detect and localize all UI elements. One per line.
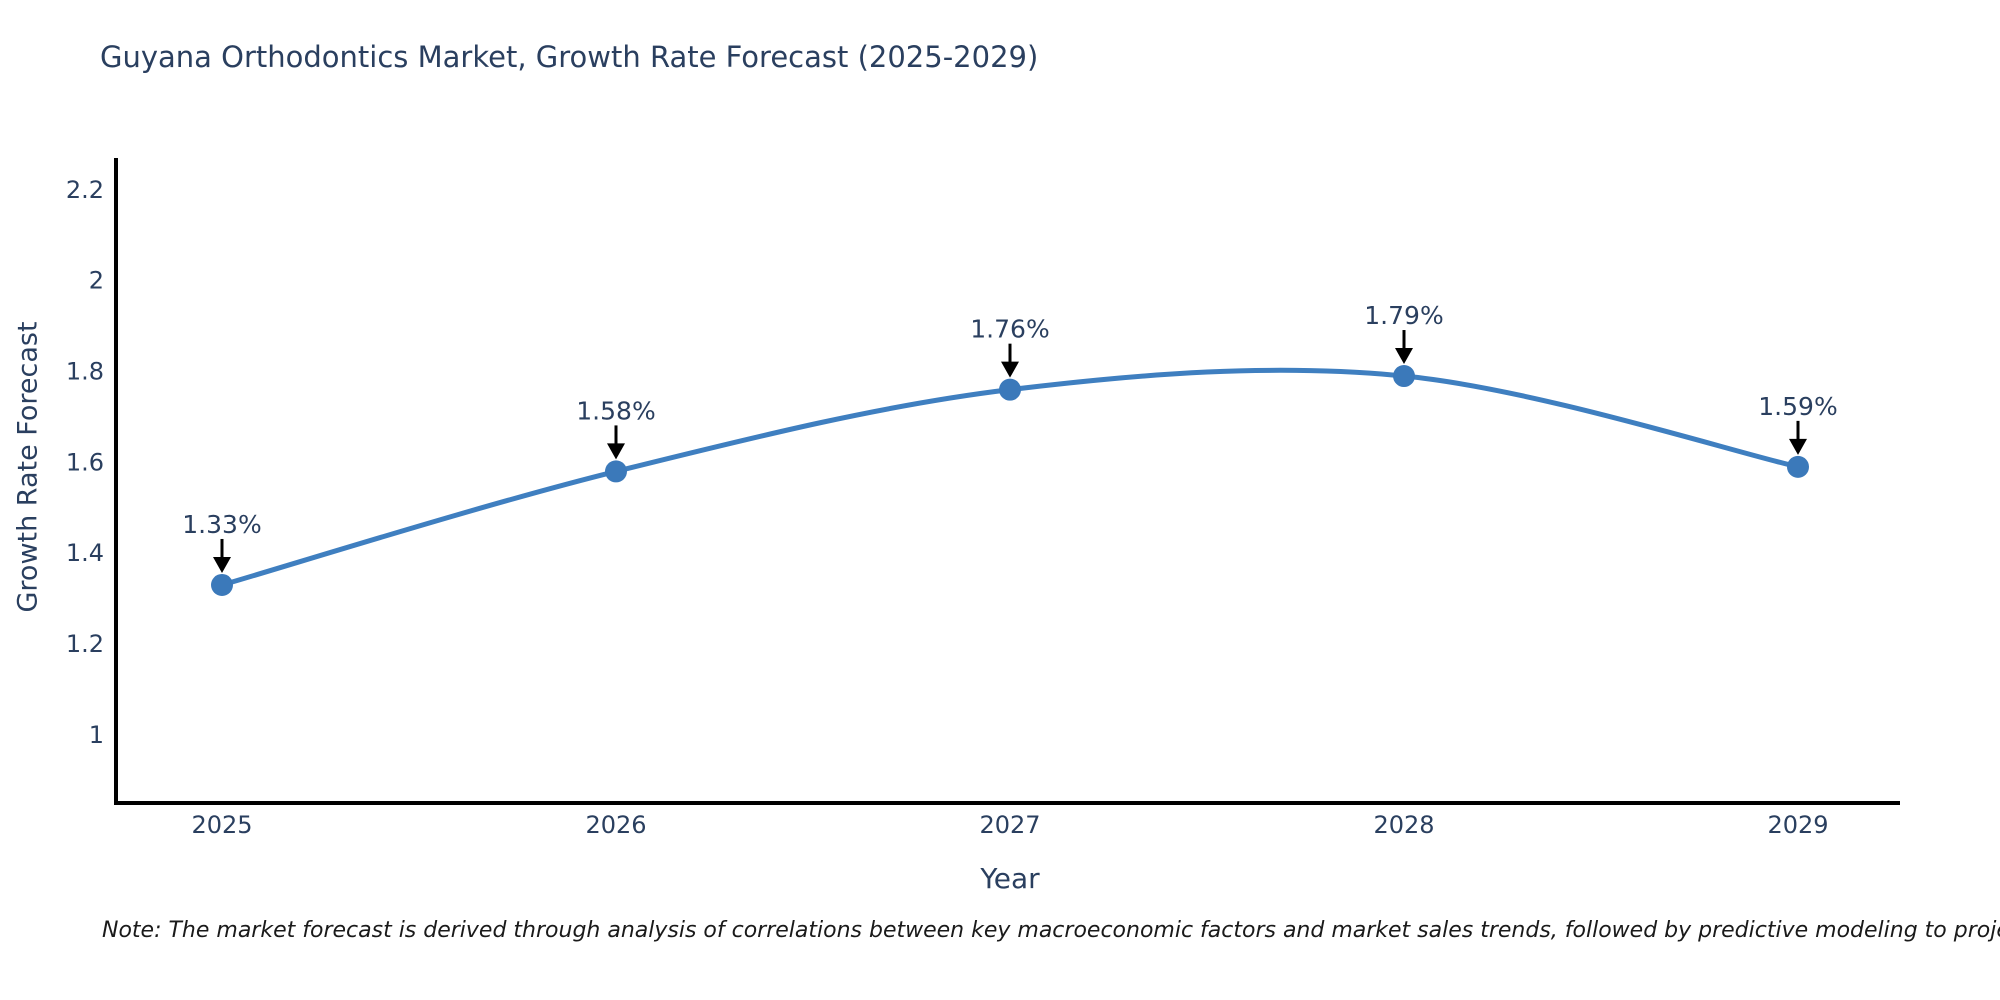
y-tick-label: 1.6 xyxy=(66,448,104,476)
y-tick-label: 1.8 xyxy=(66,357,104,385)
data-point-2027[interactable] xyxy=(999,378,1021,401)
x-tick-label: 2025 xyxy=(191,811,252,839)
y-tick-label: 1 xyxy=(89,721,104,749)
point-value-label: 1.33% xyxy=(182,510,261,539)
x-tick-label: 2027 xyxy=(979,811,1040,839)
y-tick-label: 2.2 xyxy=(66,176,104,204)
annotation-arrowhead xyxy=(1395,348,1413,365)
data-point-2028[interactable] xyxy=(1393,365,1415,388)
point-value-label: 1.58% xyxy=(576,396,655,425)
annotation-arrowhead xyxy=(1789,438,1807,455)
x-tick-label: 2028 xyxy=(1373,811,1434,839)
point-value-label: 1.59% xyxy=(1758,392,1837,421)
x-tick-label: 2029 xyxy=(1767,811,1828,839)
data-point-2025[interactable] xyxy=(211,573,233,596)
chart-title: Guyana Orthodontics Market, Growth Rate … xyxy=(100,40,1039,74)
y-axis-title: Growth Rate Forecast xyxy=(12,321,44,613)
x-axis-title: Year xyxy=(980,862,1040,895)
trend-line xyxy=(221,367,1799,588)
data-point-2026[interactable] xyxy=(605,460,627,483)
footnote: Note: The market forecast is derived thr… xyxy=(102,918,2000,943)
x-tick-label: 2026 xyxy=(585,811,646,839)
point-value-label: 1.76% xyxy=(970,315,1049,344)
y-tick-label: 1.2 xyxy=(66,630,104,658)
annotation-arrowhead xyxy=(607,443,625,460)
annotation-arrowhead xyxy=(1001,361,1019,378)
y-tick-label: 2 xyxy=(89,267,104,295)
point-value-label: 1.79% xyxy=(1364,301,1443,330)
y-tick-label: 1.4 xyxy=(66,539,104,567)
data-point-2029[interactable] xyxy=(1787,455,1809,478)
annotation-arrowhead xyxy=(213,556,231,573)
